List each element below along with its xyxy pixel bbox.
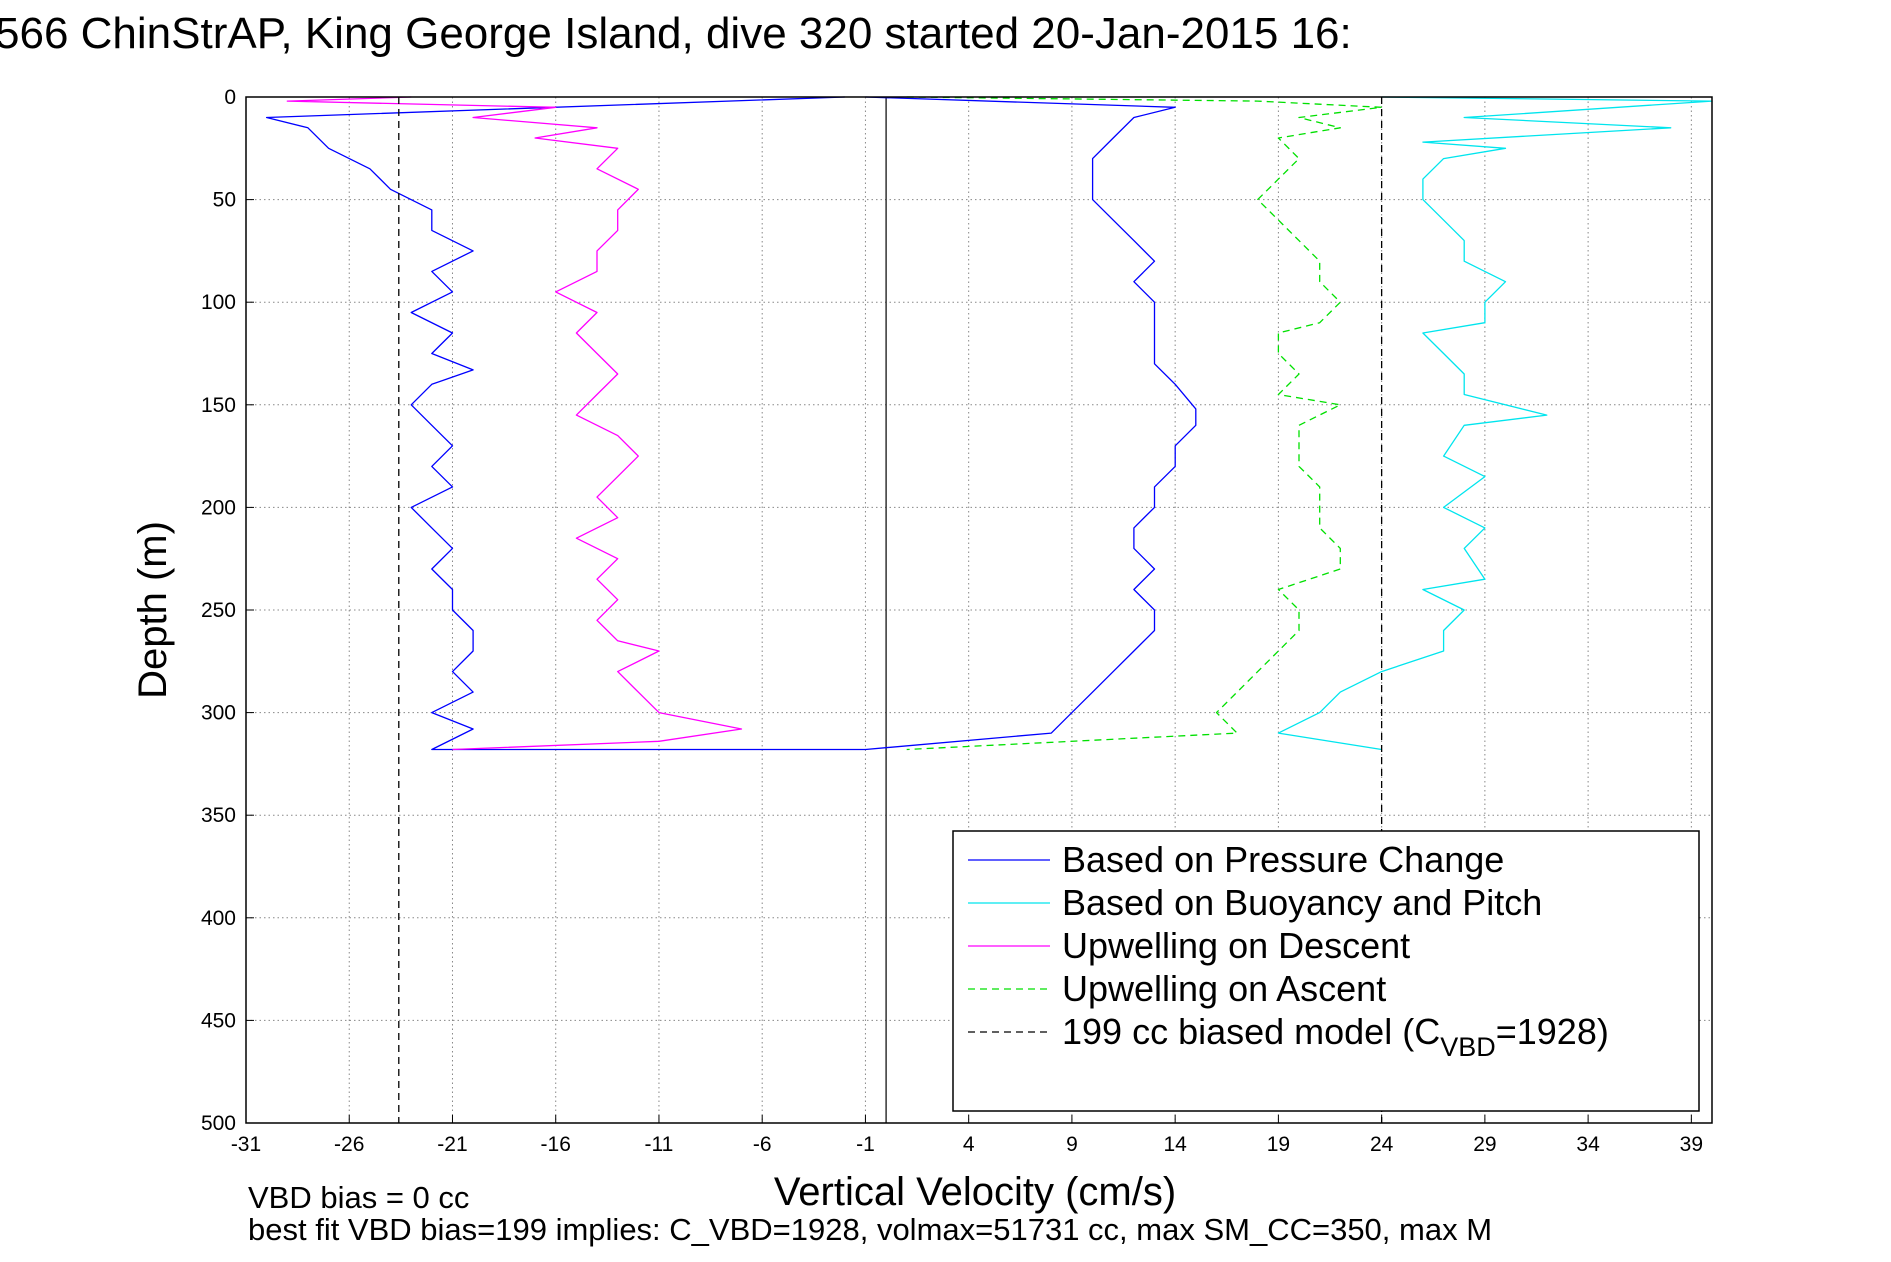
- x-axis-label: Vertical Velocity (cm/s): [774, 1170, 1176, 1214]
- y-tick-label: 500: [201, 1112, 236, 1135]
- x-tick-label: -31: [231, 1133, 261, 1156]
- y-tick-label: 400: [201, 907, 236, 930]
- x-tick-label: -21: [437, 1133, 467, 1156]
- chart-title: 566 ChinStrAP, King George Island, dive …: [0, 9, 1352, 58]
- y-tick-label: 350: [201, 804, 236, 827]
- y-axis-label: Depth (m): [131, 521, 175, 699]
- x-tick-label: -11: [645, 1133, 674, 1156]
- x-tick-label: -26: [334, 1133, 364, 1156]
- x-tick-label: 24: [1370, 1133, 1394, 1156]
- series-line: [265, 96, 1197, 751]
- series-line: [286, 96, 743, 751]
- x-tick-label: -1: [856, 1133, 875, 1156]
- x-tick-label: 39: [1680, 1133, 1703, 1156]
- x-tick-label: 14: [1163, 1133, 1187, 1156]
- y-axis-ticks: 0 50 100 150 200 250 300 350 400 450 500: [201, 86, 254, 1135]
- x-tick-label: 19: [1267, 1133, 1290, 1156]
- legend-label: Upwelling on Descent: [1062, 925, 1410, 966]
- y-tick-label: 300: [201, 702, 236, 725]
- plot-frame: [245, 96, 1713, 1124]
- legend-label: 199 cc biased model (CVBD=1928): [1062, 1011, 1609, 1062]
- legend-label: Based on Pressure Change: [1062, 839, 1504, 880]
- legend-label: Based on Buoyancy and Pitch: [1062, 882, 1542, 923]
- y-tick-label: 200: [201, 496, 236, 519]
- series-line: [906, 96, 1383, 751]
- x-tick-label: -6: [753, 1133, 772, 1156]
- y-tick-label: 100: [201, 291, 236, 314]
- y-tick-label: 450: [201, 1009, 236, 1032]
- y-tick-label: 50: [213, 189, 236, 212]
- x-axis-ticks: -31 -26 -21 -16 -11 -6 -1 4 9 14 19 24 29 34 39: [231, 1115, 1703, 1156]
- legend-label: Upwelling on Ascent: [1062, 968, 1386, 1009]
- x-tick-label: 29: [1473, 1133, 1496, 1156]
- series-lines: [265, 96, 1713, 1123]
- x-tick-label: 34: [1576, 1133, 1600, 1156]
- x-tick-label: 9: [1066, 1133, 1078, 1156]
- y-tick-label: 250: [201, 599, 236, 622]
- footer-line-1: VBD bias = 0 cc: [248, 1180, 469, 1215]
- x-tick-label: -16: [541, 1133, 571, 1156]
- series-line: [1277, 96, 1713, 751]
- legend-box: [952, 830, 1700, 1112]
- x-tick-label: 4: [963, 1133, 975, 1156]
- y-tick-label: 150: [201, 394, 236, 417]
- footer-line-2: best fit VBD bias=199 implies: C_VBD=192…: [248, 1212, 1492, 1247]
- y-tick-label: 0: [224, 86, 236, 109]
